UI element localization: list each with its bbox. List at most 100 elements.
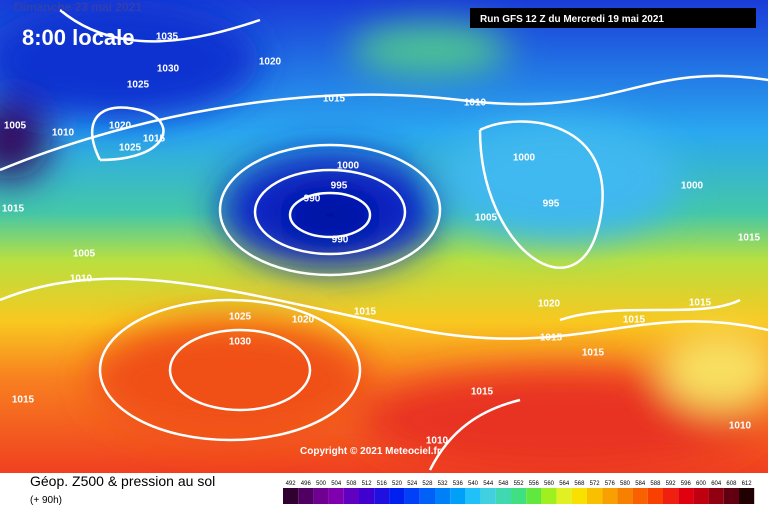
isobar-label: 995 bbox=[543, 199, 560, 210]
scale-swatch bbox=[495, 488, 511, 504]
scale-label: 492 bbox=[286, 481, 297, 487]
isobar-label: 1010 bbox=[729, 421, 752, 432]
scale-label: 592 bbox=[666, 481, 677, 487]
footer-title: Géop. Z500 & pression au sol bbox=[30, 473, 215, 489]
scale-label: 596 bbox=[681, 481, 692, 487]
local-time: 8:00 locale bbox=[22, 25, 135, 50]
lead-time: (+ 90h) bbox=[30, 495, 62, 506]
scale-swatch bbox=[723, 488, 739, 504]
isobar-label: 1030 bbox=[229, 337, 252, 348]
scale-swatch bbox=[556, 488, 572, 504]
scale-label: 508 bbox=[346, 481, 357, 487]
run: Run GFS 12 Z du Mercredi 19 mai 2021 bbox=[480, 14, 664, 25]
isobar-label: 1020 bbox=[538, 299, 561, 310]
isobar-label: 1000 bbox=[337, 161, 360, 172]
isobar-label: 990 bbox=[304, 194, 321, 205]
scale-label: 560 bbox=[544, 481, 555, 487]
isobar-label: 1025 bbox=[229, 312, 252, 323]
scale-label: 576 bbox=[605, 481, 616, 487]
isobar-label: 1005 bbox=[475, 213, 498, 224]
scale-label: 600 bbox=[696, 481, 707, 487]
scale-swatch bbox=[419, 488, 435, 504]
isobar-label: 1005 bbox=[73, 249, 96, 260]
scale-label: 520 bbox=[392, 481, 403, 487]
scale-swatch bbox=[389, 488, 405, 504]
scale-swatch bbox=[313, 488, 329, 504]
isobar-label: 1015 bbox=[540, 333, 563, 344]
isobar-label: 1015 bbox=[323, 94, 346, 105]
isobar-label: 1025 bbox=[127, 80, 150, 91]
scale-label: 564 bbox=[559, 481, 570, 487]
scale-label: 608 bbox=[726, 481, 737, 487]
scale-label: 568 bbox=[574, 481, 585, 487]
scale-label: 524 bbox=[407, 481, 418, 487]
isobar-label: 1005 bbox=[4, 121, 27, 132]
scale-label: 528 bbox=[422, 481, 433, 487]
scale-label: 604 bbox=[711, 481, 722, 487]
isobar-label: 1015 bbox=[354, 307, 377, 318]
scale-swatch bbox=[663, 488, 679, 504]
scale-swatch bbox=[617, 488, 633, 504]
scale-label: 536 bbox=[453, 481, 464, 487]
scale-swatch bbox=[511, 488, 527, 504]
scale-label: 572 bbox=[590, 481, 601, 487]
isobars bbox=[0, 9, 768, 471]
isobar-label: 1015 bbox=[582, 348, 605, 359]
isobar-label: 1035 bbox=[156, 32, 179, 43]
isobar-label: 1010 bbox=[70, 274, 93, 285]
isobar-label: 1020 bbox=[109, 121, 132, 132]
scale-swatch bbox=[374, 488, 390, 504]
scale-swatch bbox=[480, 488, 496, 504]
isobar-label: 1015 bbox=[471, 387, 494, 398]
isobar-label: 1010 bbox=[464, 98, 487, 109]
isobar-label: 1015 bbox=[738, 233, 761, 244]
isobar-label: 1015 bbox=[12, 395, 35, 406]
scale-label: 580 bbox=[620, 481, 631, 487]
scale-swatch bbox=[693, 488, 709, 504]
date: Dimanche 23 mai 2021 bbox=[14, 0, 142, 14]
scale-swatch bbox=[435, 488, 451, 504]
scale-swatch bbox=[328, 488, 344, 504]
isobar-label: 1000 bbox=[681, 181, 704, 192]
isobar-label: 1030 bbox=[157, 64, 180, 75]
scale-swatch bbox=[739, 488, 755, 504]
isobar-label: 1020 bbox=[259, 57, 282, 68]
scale-swatch bbox=[678, 488, 694, 504]
scale-label: 552 bbox=[514, 481, 525, 487]
scale-label: 512 bbox=[362, 481, 373, 487]
scale-swatch bbox=[571, 488, 587, 504]
scale-swatch bbox=[359, 488, 375, 504]
isobar-label: 1010 bbox=[426, 436, 449, 447]
scale-label: 612 bbox=[742, 481, 753, 487]
scale-swatch bbox=[283, 488, 299, 504]
scale-swatch bbox=[632, 488, 648, 504]
scale-label: 584 bbox=[635, 481, 646, 487]
scale-swatch bbox=[450, 488, 466, 504]
scale-label: 496 bbox=[301, 481, 312, 487]
isobar-label: 995 bbox=[331, 181, 348, 192]
scale-swatch bbox=[343, 488, 359, 504]
scale-swatch bbox=[404, 488, 420, 504]
scale-label: 504 bbox=[331, 481, 342, 487]
scale-swatch bbox=[541, 488, 557, 504]
isobar-label: 1015 bbox=[143, 134, 166, 145]
scale-swatch bbox=[708, 488, 724, 504]
isobar-label: 1010 bbox=[52, 128, 75, 139]
isobar-label: 1000 bbox=[513, 153, 536, 164]
scale-label: 516 bbox=[377, 481, 388, 487]
scale-label: 540 bbox=[468, 481, 479, 487]
scale-swatch bbox=[602, 488, 618, 504]
copyright: Copyright © 2021 Meteociel.fr bbox=[300, 446, 441, 457]
scale-swatch bbox=[587, 488, 603, 504]
scale-label: 532 bbox=[438, 481, 449, 487]
scale-label: 548 bbox=[498, 481, 509, 487]
scale-label: 588 bbox=[650, 481, 661, 487]
isobar-label: 1015 bbox=[623, 315, 646, 326]
scale-swatch bbox=[465, 488, 481, 504]
scale-swatch bbox=[647, 488, 663, 504]
isobar-label: 990 bbox=[332, 235, 349, 246]
scale-swatch bbox=[298, 488, 314, 504]
scale-label: 556 bbox=[529, 481, 540, 487]
scale-label: 500 bbox=[316, 481, 327, 487]
